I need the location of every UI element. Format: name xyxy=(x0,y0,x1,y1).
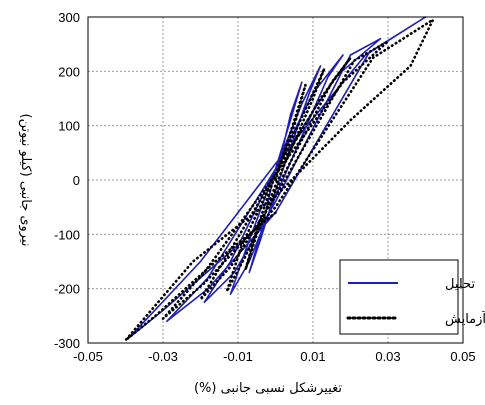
x-tick-label: 0.05 xyxy=(450,349,475,364)
series-experiment-line xyxy=(124,18,435,342)
legend-label-experiment: آزمایش xyxy=(445,310,485,327)
x-tick-label: -0.01 xyxy=(223,349,253,364)
y-tick-label: -100 xyxy=(54,227,80,242)
legend-label-analysis: تحلیل xyxy=(445,277,475,292)
y-tick-label: -200 xyxy=(54,282,80,297)
y-tick-label: -300 xyxy=(54,336,80,351)
plot-frame xyxy=(87,16,464,344)
x-tick-label: 0.03 xyxy=(375,349,400,364)
y-tick-label: 200 xyxy=(58,64,80,79)
legend-box xyxy=(339,259,459,335)
y-tick-labels: 300 200 100 0 -100 -200 -300 xyxy=(54,10,80,351)
series-analysis-line xyxy=(128,16,427,339)
x-tick-label: -0.05 xyxy=(73,349,103,364)
x-axis-title: تغییرشکل نسبی جانبی (%) xyxy=(194,381,342,396)
y-tick-label: 100 xyxy=(58,119,80,134)
series-layer xyxy=(124,16,435,342)
x-tick-label: 0.01 xyxy=(300,349,325,364)
y-tick-label: 300 xyxy=(58,10,80,25)
x-tick-labels: -0.05 -0.03 -0.01 0.01 0.03 0.05 xyxy=(73,349,475,364)
legend: تحلیل آزمایش xyxy=(339,259,485,335)
x-tick-label: -0.03 xyxy=(148,349,178,364)
y-tick-label: 0 xyxy=(73,173,80,188)
y-axis-title: نیروی جانبی (کیلو نیوتن) xyxy=(18,114,33,247)
